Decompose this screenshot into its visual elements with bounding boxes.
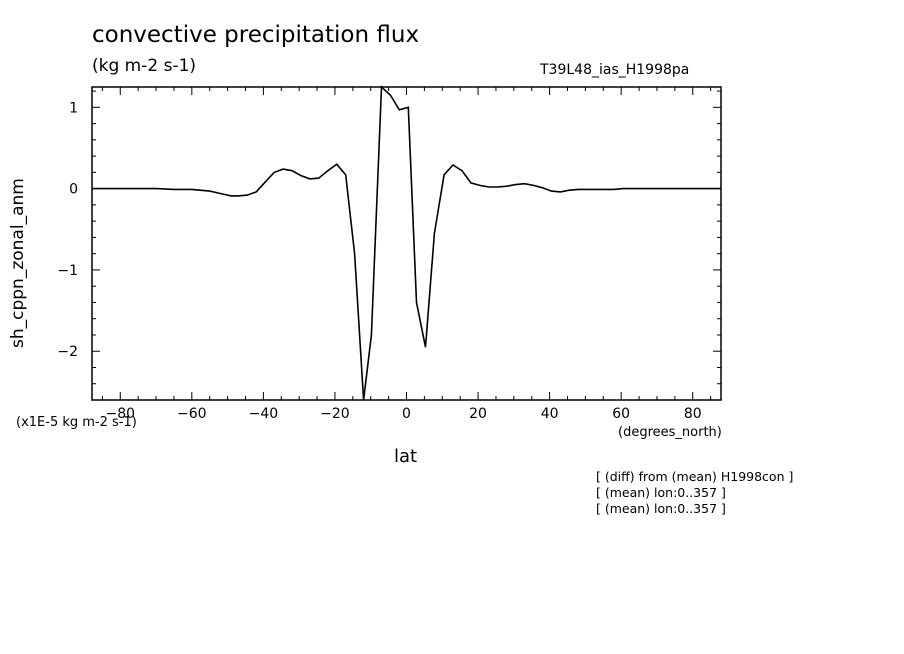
x-tick-label: −60 — [177, 406, 207, 422]
x-tick-label: −20 — [320, 406, 350, 422]
x-tick-label: −80 — [105, 406, 135, 422]
x-axis-label: lat — [394, 446, 418, 467]
x-tick-label: 60 — [612, 406, 630, 422]
run-label: T39L48_ias_H1998pa — [540, 62, 690, 78]
plot-frame — [91, 86, 722, 401]
x-unit-label: (degrees_north) — [618, 425, 722, 440]
x-tick-label: 0 — [402, 406, 411, 422]
x-tick-label: 40 — [541, 406, 559, 422]
series-line — [92, 85, 721, 401]
scale-label: (x1E-5 kg m-2 s-1) — [16, 415, 137, 430]
note-line: [ (mean) lon:0..357 ] — [596, 501, 726, 516]
y-tick-label: 1 — [69, 100, 78, 116]
y-tick-label: −2 — [57, 344, 78, 360]
chart-title: convective precipitation flux — [92, 22, 420, 48]
y-tick-label: −1 — [57, 263, 78, 279]
notes-block: [ (diff) from (mean) H1998con ] [ (mean)… — [596, 469, 793, 517]
units-label: (kg m-2 s-1) — [92, 56, 197, 76]
note-line: [ (diff) from (mean) H1998con ] — [596, 469, 794, 484]
x-tick-label: −40 — [249, 406, 279, 422]
x-tick-label: 80 — [684, 406, 702, 422]
note-line: [ (mean) lon:0..357 ] — [596, 485, 726, 500]
y-tick-label: 0 — [69, 182, 78, 198]
x-tick-label: 20 — [469, 406, 487, 422]
